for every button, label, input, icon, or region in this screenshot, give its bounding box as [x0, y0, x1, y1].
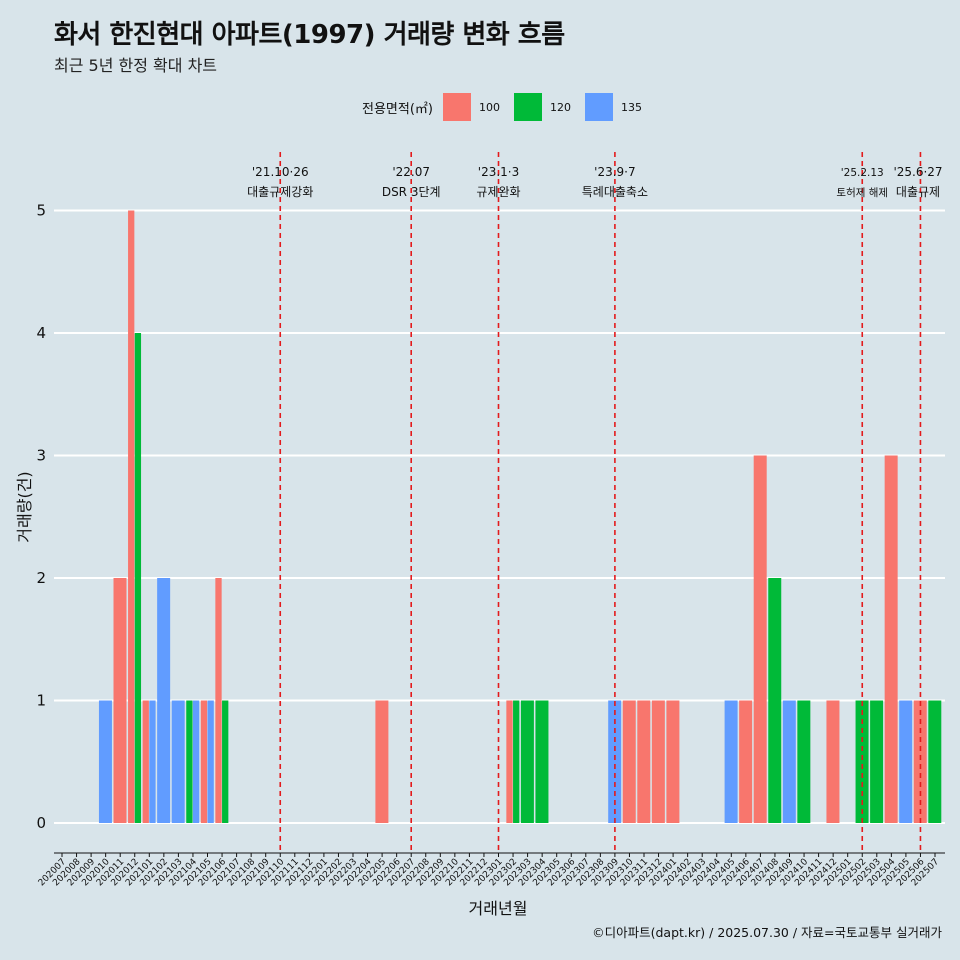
bar-202409-135: [782, 700, 796, 823]
legend-label-120: 120: [549, 100, 571, 114]
bar-202310-100: [622, 700, 636, 823]
bar-202408-120: [768, 578, 782, 823]
source-caption: ©디아파트(dapt.kr) / 2025.07.30 / 자료=국토교통부 실…: [592, 925, 942, 940]
legend-label-135: 135: [620, 100, 642, 114]
y-axis-title: 거래량(건): [15, 471, 34, 542]
bar-202503-120: [870, 700, 884, 823]
bar-202302-100: [506, 700, 513, 823]
legend-label-100: 100: [478, 100, 500, 114]
event-date-label: '23.9·7: [594, 165, 635, 179]
legend-key-135: [584, 93, 613, 121]
bar-202105-100: [200, 700, 208, 823]
bar-202401-100: [666, 700, 680, 823]
y-tick-label: 3: [36, 447, 46, 465]
bar-202106-120: [222, 700, 229, 823]
y-tick-label: 1: [36, 692, 46, 710]
y-tick-label: 0: [36, 814, 46, 832]
legend-key-100: [442, 93, 471, 121]
legend-title: 전용면적(㎡): [362, 101, 433, 117]
legend: 전용면적(㎡) 100 120 135: [362, 92, 656, 122]
event-date-label: '22.07: [392, 165, 430, 179]
bar-202502-120: [855, 700, 869, 823]
bar-202011-100: [113, 578, 127, 823]
bar-202012-100: [128, 210, 135, 823]
bar-202304-120: [535, 700, 549, 823]
bar-202012-120: [134, 333, 142, 823]
bar-202102-135: [157, 578, 171, 823]
event-name-label: 토허제 해제: [836, 186, 888, 199]
bar-202101-100: [142, 700, 149, 823]
bar-202309-135: [608, 700, 622, 823]
bar-202407-100: [753, 455, 767, 823]
bar-202412-100: [826, 700, 840, 823]
bar-202104-120: [186, 700, 193, 823]
event-name-label: 대출규제: [896, 185, 940, 199]
event-date-label: '25.2.13: [841, 167, 884, 179]
bar-202101-135: [149, 700, 156, 823]
bar-202312-100: [651, 700, 665, 823]
bar-202311-100: [637, 700, 651, 823]
bar-202302-120: [513, 700, 520, 823]
bar-202506-100: [913, 700, 927, 823]
bar-202505-135: [899, 700, 913, 823]
event-name-label: DSR 3단계: [382, 185, 441, 199]
bar-202504-100: [884, 455, 898, 823]
chart-subtitle: 최근 5년 한정 확대 차트: [54, 56, 218, 75]
event-name-label: 특례대출축소: [582, 185, 648, 199]
event-name-label: 대출규제강화: [247, 185, 313, 199]
bar-202105-135: [207, 700, 214, 823]
y-tick-label: 4: [36, 324, 46, 342]
x-axis-title: 거래년월: [469, 899, 528, 918]
bar-202104-135: [192, 700, 200, 823]
legend-key-120: [513, 93, 542, 121]
event-date-label: '23.1·3: [478, 165, 519, 179]
bar-202507-120: [928, 700, 942, 823]
bar-202010-135: [98, 700, 112, 823]
bar-202205-100: [375, 700, 389, 823]
bar-202405-135: [724, 700, 738, 823]
bar-202406-100: [739, 700, 753, 823]
y-tick-label: 2: [36, 569, 46, 587]
event-date-label: '25.6·27: [893, 165, 942, 179]
event-name-label: 규제완화: [476, 185, 520, 199]
y-tick-label: 5: [36, 202, 46, 220]
bar-202303-120: [520, 700, 534, 823]
event-date-label: '21.10·26: [252, 165, 309, 179]
bar-202103-135: [171, 700, 185, 823]
chart-title: 화서 한진현대 아파트(1997) 거래량 변화 흐름: [54, 20, 565, 50]
bar-202410-120: [797, 700, 811, 823]
bar-202106-100: [215, 578, 222, 823]
